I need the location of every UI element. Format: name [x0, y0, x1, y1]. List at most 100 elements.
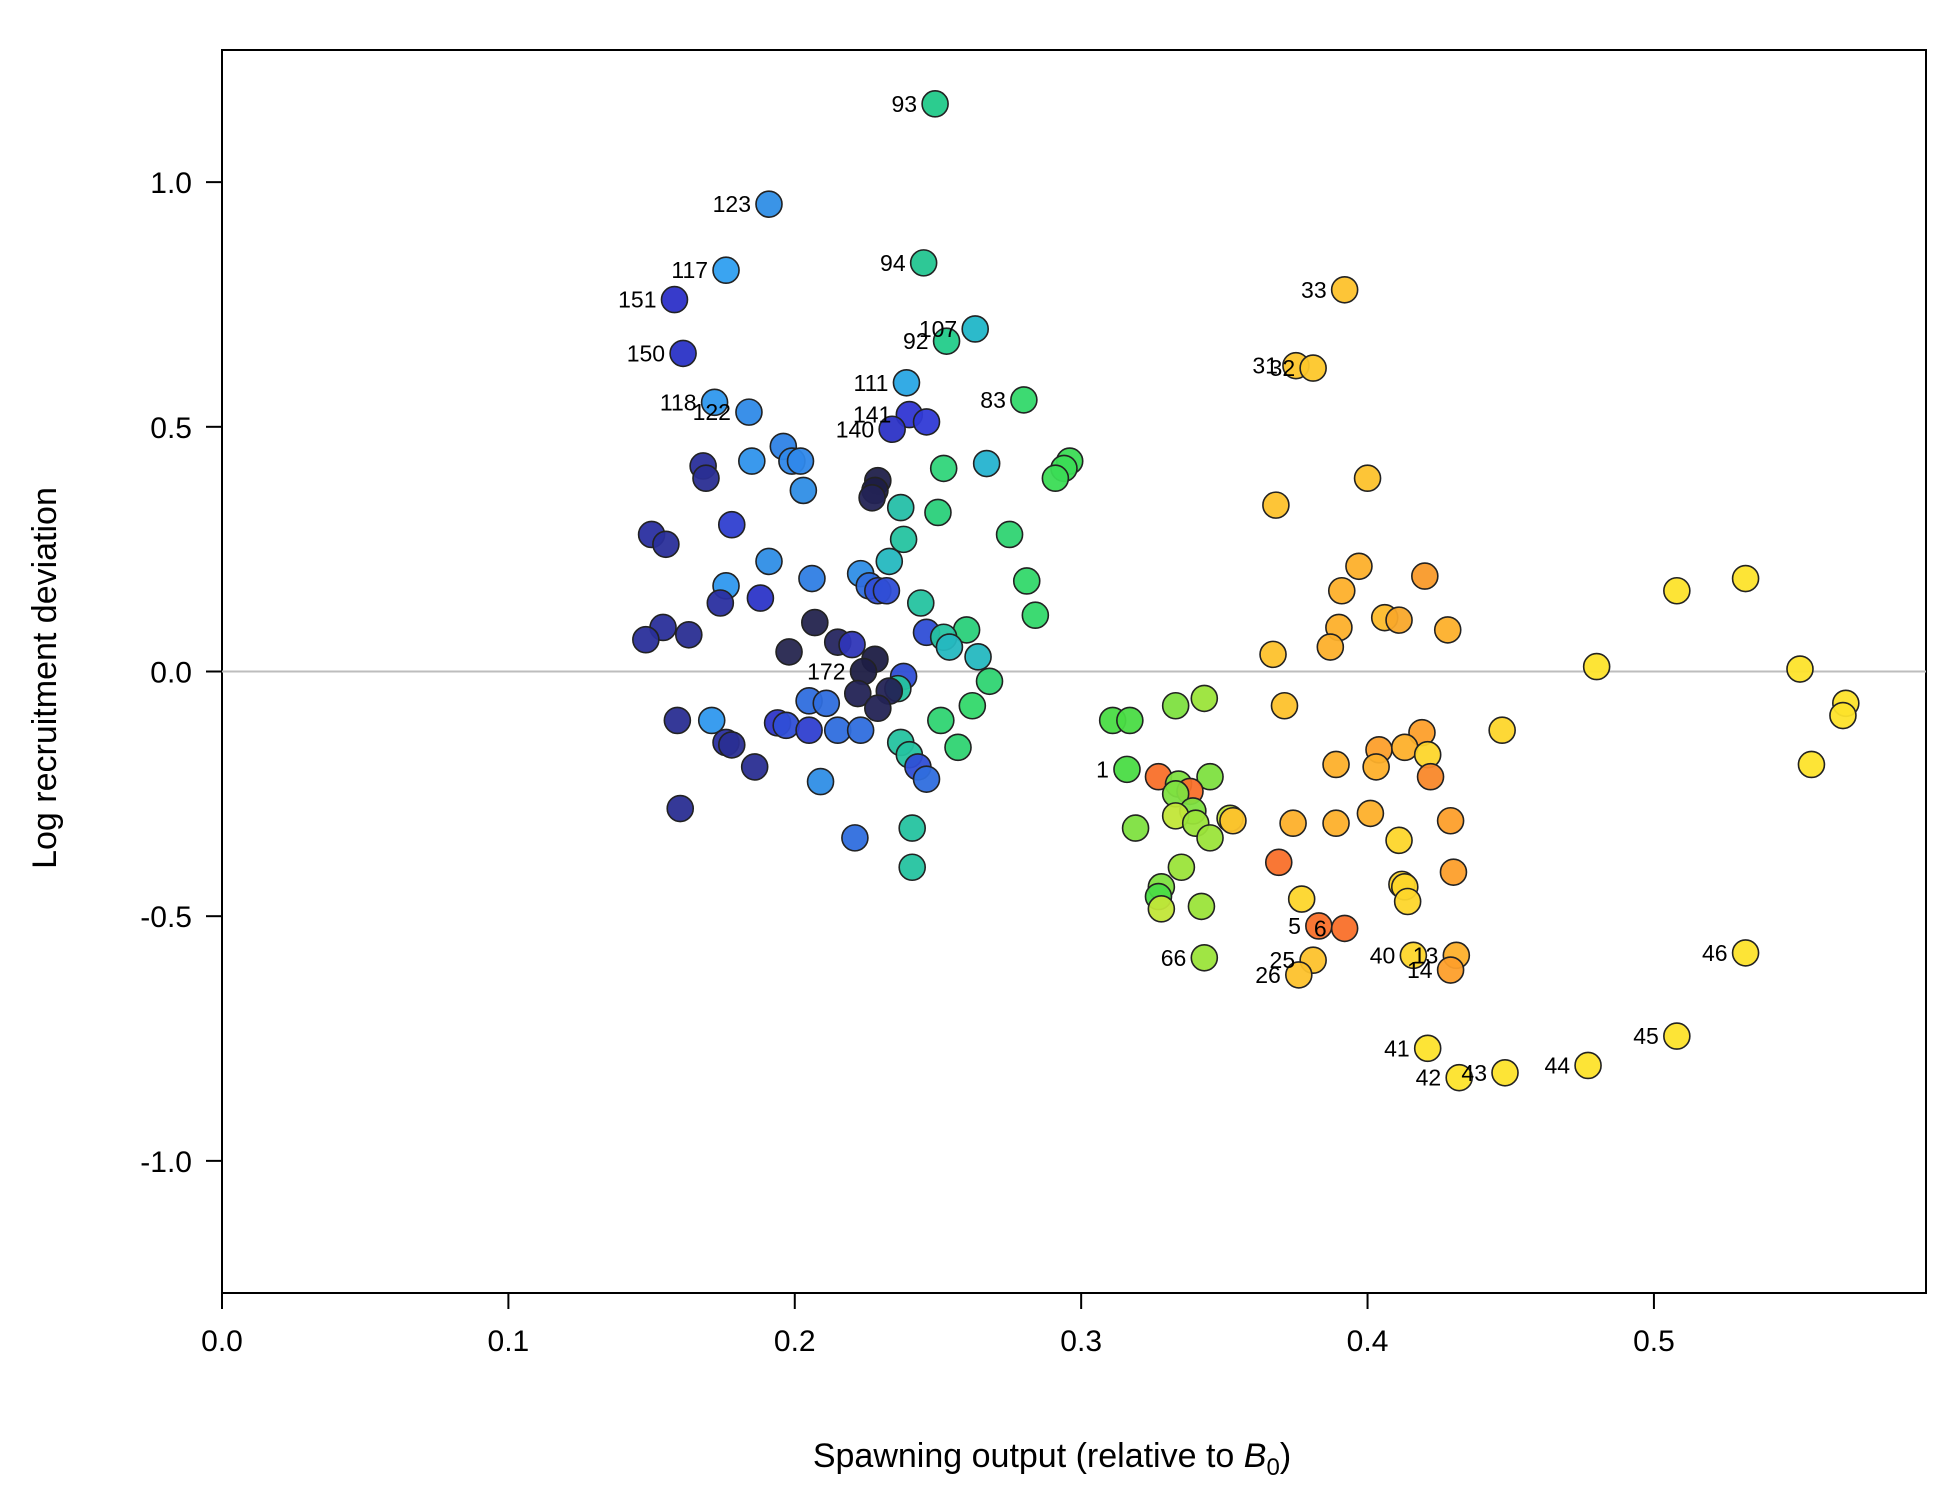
y-axis-title: Log recruitment deviation — [26, 487, 64, 869]
data-point — [1190, 943, 1219, 972]
data-point — [740, 753, 769, 781]
data-point — [795, 716, 823, 745]
data-point — [921, 90, 949, 118]
data-point-label: 141 — [853, 402, 891, 428]
data-point — [1390, 733, 1419, 762]
data-point — [927, 706, 955, 735]
data-point-label: 66 — [1161, 945, 1187, 971]
data-point — [1021, 601, 1050, 630]
data-point-label: 43 — [1461, 1060, 1487, 1086]
data-point — [772, 711, 800, 740]
data-point — [666, 794, 695, 823]
data-point — [789, 476, 818, 505]
data-point-label: 123 — [713, 191, 751, 217]
data-point-label: 122 — [693, 399, 731, 425]
data-point-label: 118 — [660, 389, 697, 415]
data-point — [717, 510, 746, 539]
data-point — [1488, 716, 1516, 745]
data-point — [812, 689, 841, 718]
data-point — [1345, 552, 1373, 581]
data-point — [1491, 1058, 1519, 1087]
data-point — [692, 464, 720, 492]
data-point — [1327, 576, 1356, 605]
data-point-label: 93 — [892, 91, 918, 117]
data-point — [972, 449, 1001, 478]
data-point — [1270, 691, 1299, 720]
data-point — [898, 853, 926, 882]
data-point-label: 46 — [1702, 940, 1728, 966]
data-point — [912, 408, 941, 436]
data-point — [806, 767, 835, 796]
data-point-label: 13 — [1413, 942, 1439, 968]
data-point-label: 5 — [1288, 913, 1301, 939]
data-point — [1385, 826, 1413, 855]
data-point — [1786, 655, 1814, 683]
data-point — [1041, 464, 1070, 492]
data-point — [872, 576, 901, 605]
data-point — [1436, 806, 1465, 835]
data-point — [706, 589, 735, 617]
data-point — [906, 589, 935, 617]
data-point — [1330, 275, 1359, 304]
data-point — [961, 315, 989, 343]
data-point — [660, 285, 689, 314]
data-point-label: 172 — [807, 659, 845, 685]
data-point — [838, 630, 866, 659]
data-point-label: 33 — [1301, 277, 1327, 303]
x-tick-label: 0.4 — [1347, 1325, 1389, 1358]
y-tick-label: -0.5 — [140, 901, 192, 934]
data-point — [1264, 848, 1293, 877]
x-axis-title-main: Spawning output (relative to — [813, 1437, 1244, 1475]
data-point-label: 44 — [1544, 1052, 1570, 1078]
data-point — [717, 731, 746, 759]
data-point-label: 140 — [836, 416, 874, 442]
data-point — [1433, 616, 1462, 644]
data-point — [669, 339, 697, 368]
data-point — [1121, 814, 1150, 842]
data-point — [1161, 691, 1190, 720]
data-point — [823, 716, 852, 745]
data-point — [1399, 941, 1428, 970]
data-point — [1385, 606, 1413, 634]
data-points — [632, 90, 1860, 1092]
data-point — [1731, 564, 1760, 593]
data-point — [1411, 562, 1439, 590]
data-point-label: 94 — [880, 250, 906, 276]
data-point-label: 1 — [1096, 756, 1109, 782]
data-point — [755, 547, 783, 576]
data-point — [1436, 956, 1465, 984]
data-point — [1219, 806, 1247, 835]
data-point-label: 45 — [1633, 1023, 1659, 1049]
data-point — [801, 608, 829, 637]
data-point — [1356, 799, 1385, 828]
data-point — [1010, 386, 1038, 414]
data-point — [663, 706, 692, 735]
data-point — [1190, 684, 1219, 713]
data-point — [932, 327, 961, 355]
data-point-label: 92 — [903, 328, 929, 354]
data-point-label: 14 — [1407, 957, 1433, 983]
data-point — [1731, 939, 1760, 967]
data-point — [1285, 961, 1313, 989]
data-point — [864, 694, 892, 723]
x-axis: 0.0 0.1 0.2 0.3 0.4 0.5 — [201, 1293, 1675, 1358]
data-point — [1353, 464, 1382, 492]
data-point — [1316, 633, 1345, 661]
data-point — [738, 447, 766, 475]
data-point — [632, 625, 660, 654]
data-point — [1187, 892, 1216, 921]
data-point-label: 40 — [1370, 942, 1396, 968]
data-point — [889, 525, 918, 554]
data-point — [712, 256, 740, 285]
data-point — [924, 498, 952, 527]
data-point — [1196, 824, 1224, 852]
data-point — [1279, 809, 1307, 838]
data-point-label: 107 — [919, 316, 957, 342]
data-point-label: 83 — [980, 387, 1006, 413]
data-point — [798, 564, 826, 593]
data-point — [1445, 1063, 1473, 1092]
data-point-label: 42 — [1416, 1065, 1442, 1091]
data-point — [1167, 853, 1196, 882]
x-tick-label: 0.3 — [1060, 1325, 1102, 1358]
